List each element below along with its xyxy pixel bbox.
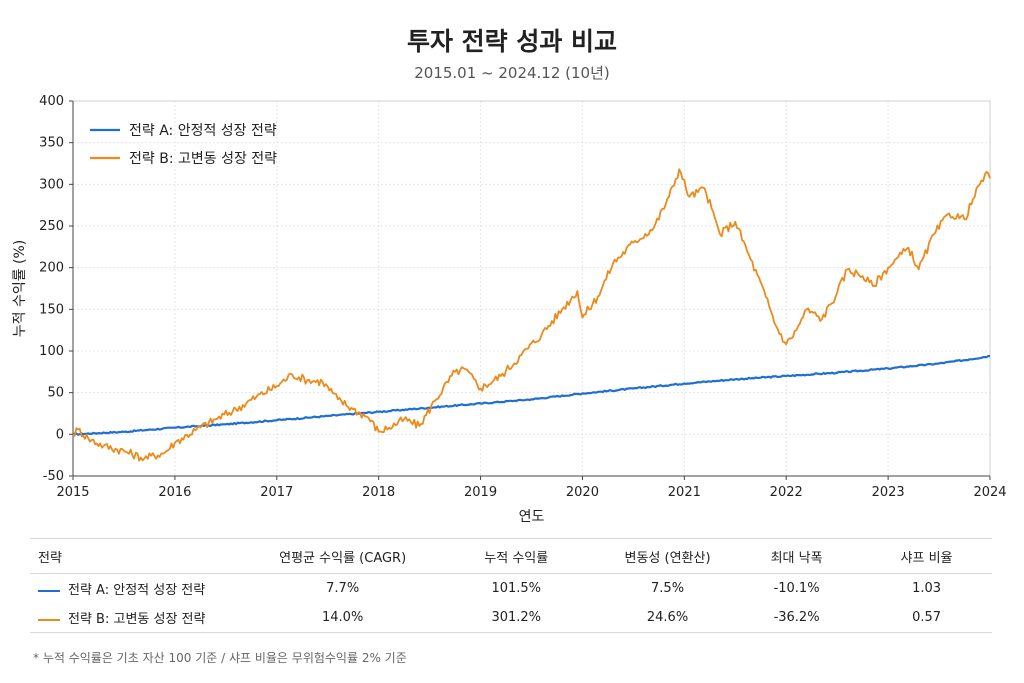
y-tick-label: 50 [47,386,64,401]
header-strategy: 전략 [30,538,256,574]
y-tick-label: 400 [39,94,64,109]
sharpe-cell: 0.57 [861,603,992,633]
volatility-cell: 24.6% [603,603,733,633]
chart-subtitle: 2015.01 ~ 2024.12 (10년) [414,64,610,82]
legend-label: 전략 A: 안정적 성장 전략 [129,123,277,139]
x-tick-label: 2017 [260,485,293,500]
y-tick-label: 0 [56,427,64,442]
y-tick-label: 100 [39,344,64,359]
series-a-swatch [38,589,60,592]
chart-title: 투자 전략 성과 비교 [406,27,618,56]
line-chart: 2015 2016 2017 2018 2019 2020 2021 2022 2023 2024… [12,94,1007,525]
legend-label: 전략 B: 고변동 성장 전략 [129,151,277,167]
table-row: 전략 B: 고변동 성장 전략 14.0% 301.2% 24.6% -36.2… [30,603,992,633]
header-sharpe: 샤프 비율 [861,538,992,574]
y-tick-label: 300 [39,177,64,192]
cagr-cell: 14.0% [255,603,430,633]
header-cumulative: 누적 수익률 [429,538,604,574]
strategy-name: 전략 B: 고변동 성장 전략 [68,612,206,627]
metrics-table: 전략 연평균 수익률 (CAGR) 누적 수익률 변동성 (연환산) 최대 낙폭… [30,538,992,633]
y-axis-label: 누적 수익률 (%) [12,240,28,338]
strategy-cell: 전략 B: 고변동 성장 전략 [30,603,256,633]
mdd-cell: -36.2% [732,603,862,633]
cumulative-cell: 301.2% [429,603,604,633]
x-tick-label: 2024 [973,485,1006,500]
grid [72,100,991,477]
series-line-a [72,354,991,436]
cagr-cell: 7.7% [326,581,360,596]
axes: 2015 2016 2017 2018 2019 2020 2021 2022 2023 2024… [12,94,1007,525]
series-line-b [72,168,991,462]
y-tick-label: 150 [39,302,64,317]
strategy-cell: 전략 A: 안정적 성장 전략 [30,574,256,604]
cumulative-cell: 101.5% [491,581,542,596]
mdd-cell: -10.1% [773,581,820,596]
volatility-cell: 7.5% [651,581,685,596]
x-tick-label: 2021 [668,485,701,500]
header-volatility: 변동성 (연환산) [603,538,733,574]
sharpe-cell: 1.03 [912,581,942,596]
table-header-row: 전략 연평균 수익률 (CAGR) 누적 수익률 변동성 (연환산) 최대 낙폭… [30,538,992,574]
table-row: 전략 A: 안정적 성장 전략 7.7% 101.5% 7.5% -10.1% … [30,574,992,604]
x-tick-label: 2016 [158,485,191,500]
y-tick-label: 350 [39,136,64,151]
x-tick-label: 2022 [770,485,803,500]
series-group [72,168,991,462]
y-tick-label: -50 [43,469,64,484]
footnote: * 누적 수익률은 기초 자산 100 기준 / 샤프 비율은 무위험수익률 2… [33,651,407,665]
series-b-swatch [38,618,60,621]
x-tick-label: 2019 [464,485,497,500]
x-tick-label: 2023 [872,485,905,500]
x-axis-label: 연도 [519,509,545,525]
x-tick-label: 2020 [566,485,599,500]
y-tick-label: 200 [39,261,64,276]
header-mdd: 최대 낙폭 [732,538,862,574]
x-tick-label: 2015 [56,485,89,500]
x-tick-label: 2018 [362,485,395,500]
header-cagr: 연평균 수익률 (CAGR) [255,538,430,574]
strategy-name: 전략 A: 안정적 성장 전략 [68,583,206,598]
y-tick-label: 250 [39,219,64,234]
